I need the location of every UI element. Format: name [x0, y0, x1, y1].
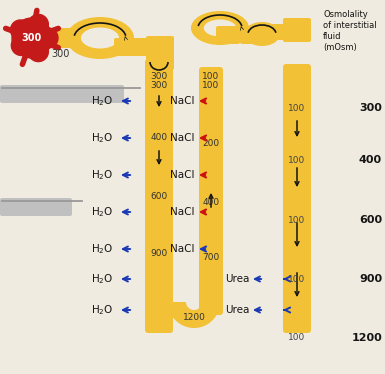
Text: 300: 300: [22, 33, 42, 43]
Circle shape: [28, 15, 49, 34]
Text: 200: 200: [203, 138, 219, 147]
Text: 100: 100: [288, 104, 306, 113]
Text: 400: 400: [203, 197, 219, 206]
Text: NaCl: NaCl: [170, 244, 194, 254]
Text: 600: 600: [151, 191, 167, 200]
FancyBboxPatch shape: [266, 24, 292, 40]
Text: H$_2$O: H$_2$O: [91, 94, 113, 108]
Ellipse shape: [81, 28, 119, 49]
Text: H$_2$O: H$_2$O: [91, 303, 113, 317]
Text: 1200: 1200: [351, 333, 382, 343]
Text: 100: 100: [288, 334, 306, 343]
Ellipse shape: [204, 19, 236, 37]
FancyBboxPatch shape: [146, 36, 174, 70]
Circle shape: [12, 18, 52, 58]
Text: Urea: Urea: [225, 274, 249, 284]
Text: 300: 300: [359, 103, 382, 113]
Text: NaCl: NaCl: [170, 96, 194, 106]
Text: 100: 100: [203, 71, 219, 80]
Text: H$_2$O: H$_2$O: [91, 272, 113, 286]
Polygon shape: [168, 302, 220, 328]
Text: 300: 300: [151, 80, 167, 89]
Circle shape: [28, 42, 49, 62]
Text: H$_2$O: H$_2$O: [91, 131, 113, 145]
Text: 100: 100: [288, 215, 306, 224]
Text: NaCl: NaCl: [170, 170, 194, 180]
Text: 400: 400: [359, 155, 382, 165]
FancyBboxPatch shape: [240, 28, 272, 44]
Text: 900: 900: [151, 248, 167, 258]
Text: 100: 100: [203, 80, 219, 89]
FancyBboxPatch shape: [114, 38, 162, 56]
Text: 300: 300: [151, 71, 167, 80]
Text: 900: 900: [359, 274, 382, 284]
FancyBboxPatch shape: [283, 18, 311, 42]
FancyBboxPatch shape: [0, 198, 72, 216]
Text: 1200: 1200: [182, 313, 206, 322]
Ellipse shape: [191, 11, 249, 45]
FancyBboxPatch shape: [0, 85, 124, 103]
Text: 100: 100: [288, 275, 306, 283]
Ellipse shape: [244, 22, 280, 46]
Text: Urea: Urea: [225, 305, 249, 315]
FancyBboxPatch shape: [283, 64, 311, 333]
Circle shape: [38, 28, 58, 48]
Ellipse shape: [252, 28, 272, 40]
Text: H$_2$O: H$_2$O: [91, 205, 113, 219]
Text: Osmolality
of interstitial
fluid
(mOsm): Osmolality of interstitial fluid (mOsm): [323, 10, 377, 52]
FancyBboxPatch shape: [216, 26, 240, 44]
Text: NaCl: NaCl: [170, 133, 194, 143]
Text: NaCl: NaCl: [170, 207, 194, 217]
Text: 400: 400: [151, 132, 167, 141]
Text: 100: 100: [288, 156, 306, 165]
FancyBboxPatch shape: [51, 28, 75, 48]
Circle shape: [11, 36, 31, 55]
FancyBboxPatch shape: [199, 67, 223, 315]
Text: H$_2$O: H$_2$O: [91, 168, 113, 182]
Text: 700: 700: [203, 254, 219, 263]
Ellipse shape: [66, 17, 134, 59]
FancyBboxPatch shape: [145, 59, 173, 333]
Text: H$_2$O: H$_2$O: [91, 242, 113, 256]
Circle shape: [10, 20, 30, 40]
Text: 600: 600: [359, 215, 382, 225]
Text: 300: 300: [51, 49, 69, 59]
